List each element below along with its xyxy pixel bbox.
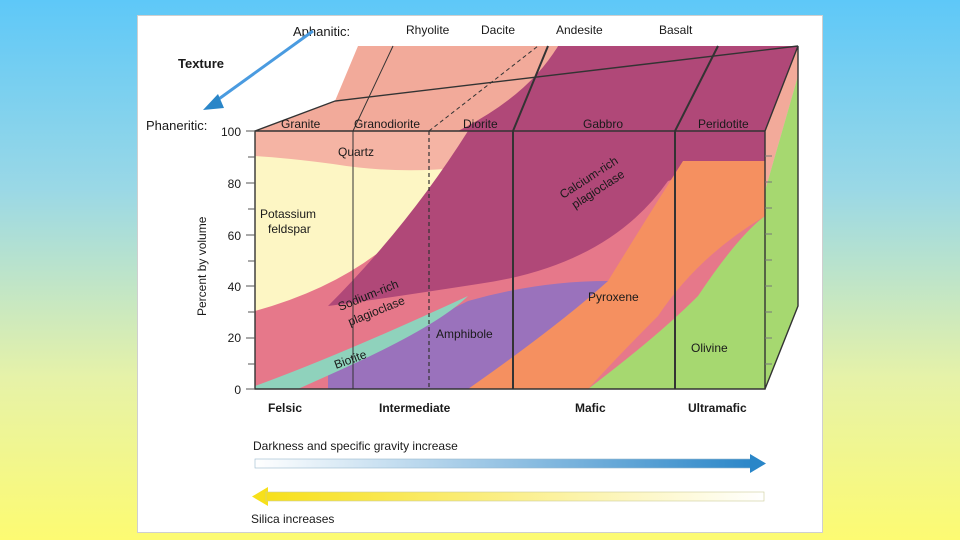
diorite-label: Diorite [463,117,498,131]
potassium-feldspar-label-1: Potassium [260,207,316,221]
top-divider-3 [512,45,549,132]
granodiorite-label: Granodiorite [354,117,420,131]
top-face-back [335,46,558,101]
side-face-pink [765,46,798,191]
peridotite-label: Peridotite [698,117,749,131]
olivine-label: Olivine [691,341,728,355]
granite-label: Granite [281,117,321,131]
biotite-region [255,296,468,389]
olivine-region [588,216,765,389]
pyroxene-label: Pyroxene [588,290,639,304]
y-axis-label: Percent by volume [195,216,209,316]
side-face-green-lower [765,96,798,389]
felsic-label: Felsic [268,401,302,415]
y-axis-ticks: 100 80 60 40 20 0 [221,125,241,397]
y-tick-100: 100 [221,125,241,139]
plutonic-rock-labels: Granite Granodiorite Diorite Gabbro Peri… [281,117,749,131]
top-face-calcium-region [458,46,798,131]
y-axis-tick-marks [246,130,255,390]
aphanitic-label: Aphanitic: [293,24,350,39]
top-divider-2 [428,45,539,132]
potassium-feldspar-label-2: feldspar [268,222,311,236]
phaneritic-label: Phaneritic: [146,118,207,133]
calcium-plagioclase-region [328,131,765,306]
basalt-label: Basalt [659,23,693,37]
side-ticks [765,155,772,365]
darkness-arrow [254,454,766,473]
texture-label: Texture [178,56,224,71]
y-tick-60: 60 [228,229,242,243]
mafic-label: Mafic [575,401,606,415]
amphibole-region [328,281,608,389]
silica-label: Silica increases [251,512,334,526]
igneous-rock-diagram: Aphanitic: Texture Phaneritic: Rhyolite … [146,23,799,526]
silica-arrow [252,487,765,506]
texture-arrow [203,29,314,110]
top-divider-4 [674,45,719,132]
potassium-feldspar-region [255,131,468,311]
top-divider-1 [352,45,394,132]
y-tick-0: 0 [234,383,241,397]
darkness-label: Darkness and specific gravity increase [253,439,458,453]
ultramafic-label: Ultramafic [688,401,747,415]
y-tick-20: 20 [228,331,242,345]
y-tick-40: 40 [228,280,242,294]
andesite-label: Andesite [556,23,603,37]
dacite-label: Dacite [481,23,515,37]
block-outline [254,45,799,390]
diagram-panel: Aphanitic: Texture Phaneritic: Rhyolite … [137,15,823,533]
composition-labels: Felsic Intermediate Mafic Ultramafic [268,401,747,415]
y-tick-80: 80 [228,177,242,191]
rhyolite-label: Rhyolite [406,23,450,37]
volcanic-rock-labels: Rhyolite Dacite Andesite Basalt [406,23,693,37]
intermediate-label: Intermediate [379,401,451,415]
gabbro-label: Gabbro [583,117,623,131]
quartz-label: Quartz [338,145,374,159]
amphibole-label: Amphibole [436,327,493,341]
